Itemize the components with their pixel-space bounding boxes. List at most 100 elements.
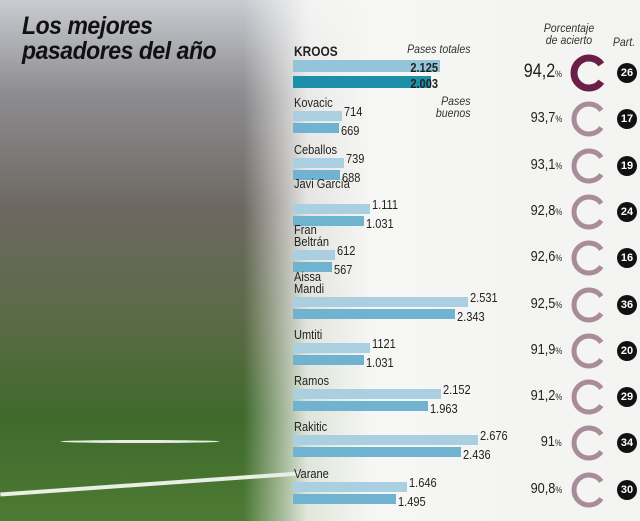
percent-sign: % (555, 160, 562, 171)
accuracy-number: 90,8 (530, 479, 556, 497)
bar-total (293, 111, 343, 122)
ring-svg (571, 425, 604, 461)
player-name: Kovacic (294, 95, 333, 111)
accuracy-number: 94,2 (523, 61, 556, 82)
value-total: 2.152 (443, 382, 472, 398)
percent-sign: % (555, 253, 562, 264)
bar-total (293, 389, 442, 400)
accuracy-value: 93,7% (530, 109, 562, 126)
bar-total (293, 435, 478, 446)
player-name: Fran Beltrán (294, 222, 330, 250)
ring-svg (571, 379, 604, 415)
value-good: 1.963 (430, 401, 459, 417)
bar-good (293, 447, 462, 458)
accuracy-ring (570, 54, 608, 92)
accuracy-value: 92,8% (530, 202, 562, 219)
ring-svg (571, 148, 604, 184)
ring-arc (571, 287, 604, 322)
ring-arc (571, 425, 604, 461)
bar-good (293, 354, 365, 365)
accuracy-value: 91% (541, 433, 562, 450)
bar-total (293, 157, 344, 168)
ring-svg (570, 54, 605, 92)
value-total: 1.111 (371, 196, 398, 212)
value-good: 2.436 (463, 447, 491, 463)
accuracy-number: 91,9 (530, 340, 556, 358)
accuracy-number: 93,7 (530, 109, 556, 127)
bar-good (293, 262, 333, 273)
matches-badge: 16 (617, 248, 637, 269)
player-name: Rakitic (294, 419, 328, 435)
player-name: Varane (294, 465, 329, 481)
matches-badge: 17 (617, 109, 637, 130)
bar-total (293, 60, 440, 72)
bar-good (293, 215, 365, 226)
accuracy-value: 91,2% (530, 387, 562, 404)
legend-total: Pases totales (407, 42, 471, 56)
percent-sign: % (555, 299, 562, 310)
matches-badge: 29 (617, 387, 637, 408)
value-good: 669 (341, 123, 360, 139)
value-good: 1.495 (398, 493, 426, 509)
value-total: 612 (337, 243, 356, 259)
accuracy-ring (570, 193, 608, 231)
percent-sign: % (555, 392, 562, 403)
value-total: 2.125 (409, 60, 438, 75)
ring-arc (571, 194, 604, 230)
accuracy-ring (570, 239, 608, 277)
accuracy-header: Porcentaje de acierto (543, 21, 595, 47)
accuracy-value: 91,9% (530, 341, 562, 358)
matches-badge: 19 (617, 155, 637, 176)
bar-total (293, 481, 407, 492)
matches-header: Part. (612, 35, 636, 49)
percent-sign: % (555, 484, 562, 495)
player-name: KROOS (294, 43, 338, 59)
value-good: 1.031 (366, 354, 394, 370)
bar-total (293, 250, 336, 261)
ring-svg (571, 287, 604, 322)
bar-total (293, 296, 468, 307)
bar-good (293, 169, 341, 180)
bar-good (293, 123, 340, 134)
player-name: Ceballos (294, 141, 338, 157)
ring-arc (571, 240, 604, 276)
percent-sign: % (555, 345, 562, 356)
matches-badge: 30 (617, 479, 637, 500)
value-good: 567 (334, 262, 353, 278)
accuracy-number: 91 (541, 433, 556, 451)
chart-title: Los mejores pasadores del año (22, 12, 217, 65)
value-total: 714 (344, 104, 363, 120)
bar-total (293, 203, 370, 214)
ring-arc (571, 333, 604, 369)
value-good: 688 (342, 169, 361, 185)
ring-arc (571, 148, 604, 184)
player-name: Umtiti (294, 326, 323, 342)
player-name: Aissa Mandi (294, 268, 325, 296)
ring-arc (571, 472, 604, 508)
legend-good: Pases buenos (435, 94, 471, 120)
value-good: 1.031 (366, 215, 394, 231)
accuracy-ring (570, 100, 608, 138)
accuracy-ring (570, 378, 608, 416)
ring-arc (571, 379, 604, 415)
bar-good (293, 401, 429, 412)
value-total: 1.646 (408, 474, 437, 490)
accuracy-ring (570, 147, 608, 185)
accuracy-value: 92,5% (530, 295, 562, 312)
value-total: 2.531 (469, 289, 498, 305)
accuracy-value: 90,8% (530, 480, 562, 497)
accuracy-ring (570, 424, 608, 462)
accuracy-number: 92,8 (530, 201, 556, 219)
accuracy-value: 93,1% (530, 156, 562, 173)
player-name: Ramos (294, 373, 330, 389)
bar-good (293, 308, 455, 319)
accuracy-number: 92,6 (530, 248, 556, 266)
value-good: 2.343 (456, 308, 485, 324)
percent-sign: % (555, 206, 562, 217)
ring-arc (571, 101, 604, 137)
ring-svg (571, 333, 604, 369)
player-name: Javi García (294, 175, 350, 191)
accuracy-number: 92,5 (530, 294, 556, 312)
accuracy-number: 91,2 (530, 387, 556, 405)
